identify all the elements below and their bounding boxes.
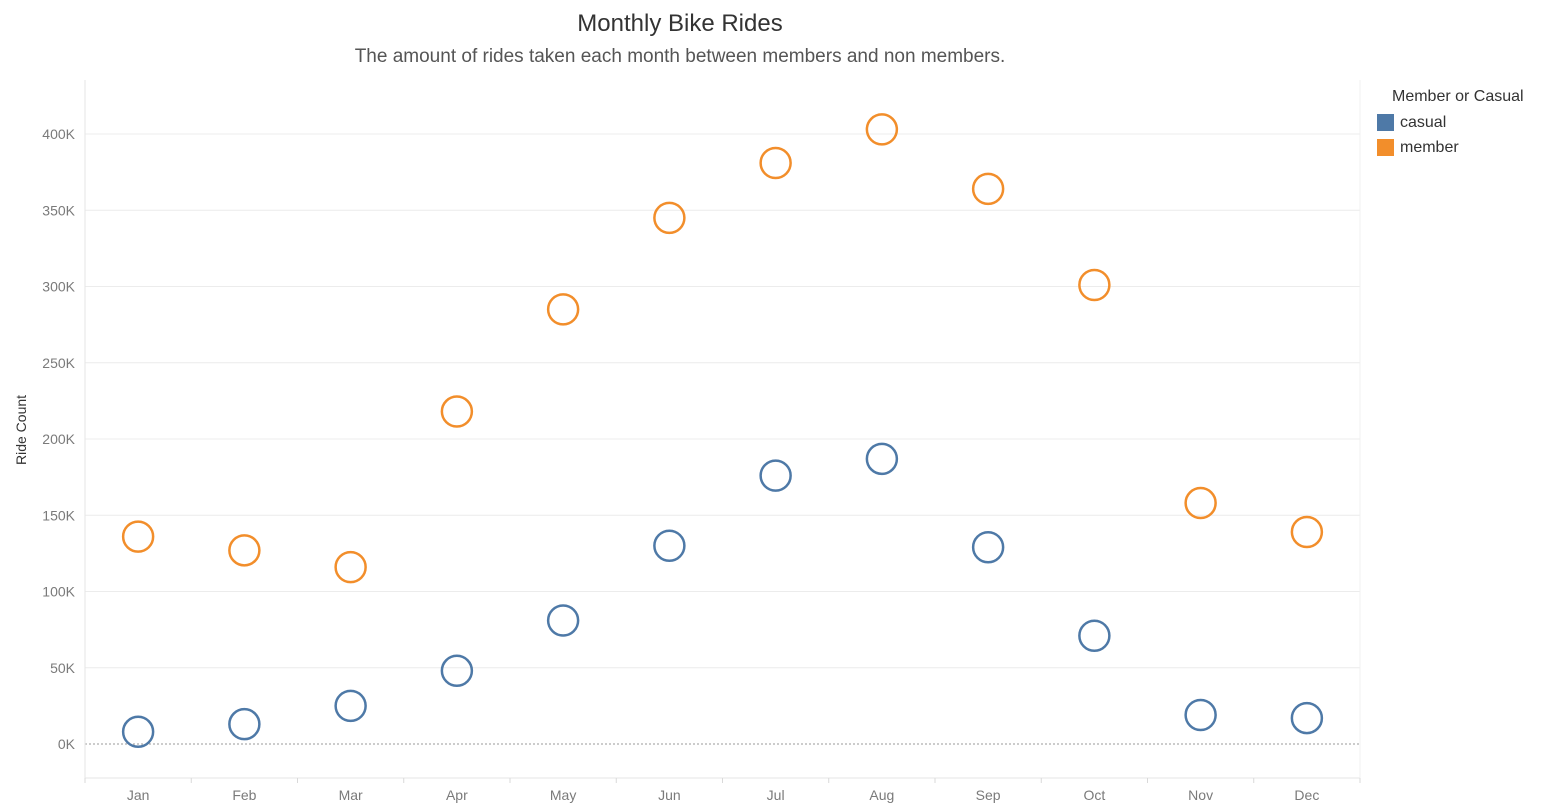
data-points xyxy=(121,113,1324,749)
chart-subtitle: The amount of rides taken each month bet… xyxy=(354,46,1006,67)
y-tick-label: 400K xyxy=(42,126,75,142)
x-tick-label: Apr xyxy=(446,787,468,803)
data-point-member xyxy=(971,172,1005,206)
data-point-member xyxy=(121,520,155,553)
legend-title: Member or Casual xyxy=(1392,88,1524,105)
x-tick-label: Jun xyxy=(658,787,681,803)
x-tick-label: Aug xyxy=(869,787,894,803)
data-point-casual xyxy=(228,707,261,741)
x-tick-label: Mar xyxy=(339,787,363,803)
legend-item-member[interactable]: member xyxy=(1377,135,1524,160)
legend-swatch-member xyxy=(1377,139,1394,156)
data-point-member xyxy=(1184,486,1217,520)
legend-label-member: member xyxy=(1400,138,1459,156)
data-point-casual xyxy=(546,604,580,637)
y-tick-label: 150K xyxy=(42,507,75,523)
data-point-member xyxy=(865,113,899,146)
data-point-casual xyxy=(440,654,474,688)
y-tick-label: 100K xyxy=(42,584,75,600)
data-point-member xyxy=(653,201,686,235)
y-tick-label: 200K xyxy=(42,431,75,447)
y-tick-label: 350K xyxy=(42,202,75,218)
legend-label-casual: casual xyxy=(1400,113,1447,131)
x-tick-label: Jul xyxy=(767,787,785,803)
data-point-member xyxy=(334,550,367,584)
legend: Member or Casual casual member xyxy=(1377,88,1524,160)
legend-item-casual[interactable]: casual xyxy=(1377,110,1524,135)
data-point-casual xyxy=(1290,701,1324,735)
data-point-member xyxy=(546,293,580,326)
y-axis-label: Ride Count xyxy=(13,395,29,465)
x-tick-label: Jan xyxy=(127,787,150,803)
data-point-casual xyxy=(971,531,1005,564)
data-point-member xyxy=(759,146,792,180)
data-point-member xyxy=(228,534,261,567)
x-tick-label: Oct xyxy=(1083,787,1105,803)
y-tick-label: 250K xyxy=(42,355,75,371)
x-tick-label: May xyxy=(550,787,576,803)
chart-title: Monthly Bike Rides xyxy=(577,10,783,37)
data-point-casual xyxy=(865,442,899,476)
data-point-member xyxy=(1290,515,1324,549)
axes: 0K 50K 100K 150K 200K 250K 300K 350K 400K Jan Feb M… xyxy=(42,80,1361,803)
x-tick-label: Sep xyxy=(976,787,1001,803)
legend-swatch-casual xyxy=(1377,114,1394,131)
x-tick-label: Dec xyxy=(1294,787,1319,803)
data-point-casual xyxy=(334,689,367,723)
data-point-casual xyxy=(1184,698,1217,732)
x-tick-label: Feb xyxy=(232,787,256,803)
gridlines xyxy=(85,133,1360,745)
y-tick-label: 50K xyxy=(50,660,76,676)
data-point-member xyxy=(1078,268,1111,302)
data-point-casual xyxy=(121,715,155,749)
y-tick-label: 300K xyxy=(42,279,75,295)
data-point-casual xyxy=(653,529,686,562)
y-tick-label: 0K xyxy=(58,736,76,752)
data-point-member xyxy=(440,395,474,428)
data-point-casual xyxy=(759,459,792,492)
data-point-casual xyxy=(1078,619,1111,652)
x-tick-label: Nov xyxy=(1188,787,1213,803)
